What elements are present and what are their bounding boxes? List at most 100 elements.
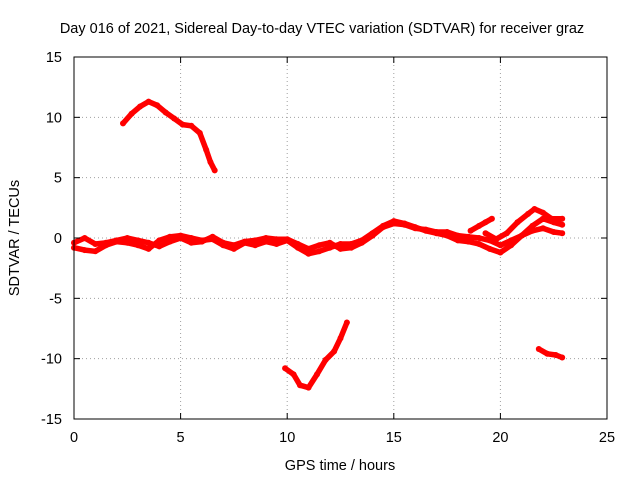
data-point [390, 218, 397, 225]
data-point [559, 221, 566, 228]
x-axis-label: GPS time / hours [285, 458, 395, 474]
data-point [540, 215, 546, 222]
data-point [454, 237, 461, 244]
data-point [177, 232, 184, 239]
data-point [552, 352, 559, 358]
y-tick-label: 15 [46, 50, 62, 66]
data-point [559, 215, 566, 222]
data-point [81, 247, 88, 254]
data-point [488, 215, 495, 222]
data-point [531, 206, 538, 212]
data-point [113, 238, 120, 245]
data-point [203, 146, 210, 153]
data-point [482, 219, 489, 226]
data-point [262, 238, 269, 245]
data-point [337, 241, 344, 247]
data-point [290, 371, 297, 378]
data-point [284, 237, 291, 244]
data-point [156, 237, 163, 244]
data-point [525, 210, 532, 217]
data-point [467, 227, 474, 234]
data-point [503, 230, 510, 237]
data-point [358, 237, 365, 244]
data-point [81, 235, 88, 241]
data-point [294, 244, 301, 251]
data-point [326, 244, 333, 251]
data-point [162, 109, 169, 116]
data-point [314, 371, 320, 378]
data-point [482, 230, 489, 237]
data-point [230, 245, 237, 252]
data-point [508, 242, 515, 249]
data-point [535, 346, 542, 352]
x-tick-label: 25 [599, 430, 615, 446]
data-point [514, 219, 521, 226]
data-point [476, 222, 483, 229]
y-tick-label: 5 [54, 171, 62, 187]
series-track-late-spike [467, 215, 495, 234]
data-point [380, 222, 387, 229]
data-point [120, 120, 126, 127]
y-tick-label: -15 [41, 412, 62, 428]
chart-title: Day 016 of 2021, Sidereal Day-to-day VTE… [60, 21, 584, 37]
data-marks [71, 98, 566, 391]
data-point [497, 249, 504, 256]
data-point [316, 248, 323, 255]
data-point [548, 215, 555, 222]
data-point [135, 237, 141, 244]
ticks: 0 5 10 15 20 25 -15 -10 -5 0 5 10 15 [41, 50, 615, 446]
x-tick-label: 5 [177, 430, 185, 446]
y-tick-label: 0 [54, 231, 62, 247]
x-tick-label: 15 [386, 430, 402, 446]
data-point [207, 159, 214, 165]
data-point [444, 232, 451, 239]
y-tick-label: -10 [41, 352, 62, 368]
data-point [145, 98, 152, 105]
y-axis-label: SDTVAR / TECUs [7, 180, 23, 296]
data-point [103, 242, 109, 249]
x-tick-label: 20 [492, 430, 508, 446]
data-point [137, 103, 144, 110]
y-tick-label: 10 [46, 110, 62, 126]
data-point [518, 232, 525, 239]
data-point [337, 335, 344, 342]
data-point [305, 250, 312, 257]
data-point [476, 235, 483, 241]
data-point [211, 167, 218, 174]
data-point [544, 350, 551, 357]
data-point [486, 245, 493, 252]
data-point [273, 241, 280, 247]
data-point [92, 248, 99, 255]
data-point [401, 220, 408, 227]
data-point [316, 242, 323, 249]
data-point [188, 239, 195, 246]
data-point [282, 365, 289, 372]
data-point [145, 245, 152, 252]
data-point [196, 130, 203, 136]
data-point [220, 242, 227, 249]
data-point [550, 229, 557, 235]
data-point [412, 224, 419, 231]
x-tick-label: 10 [279, 430, 295, 446]
data-point [154, 102, 161, 109]
data-point [198, 237, 205, 244]
data-point [92, 241, 99, 247]
data-point [166, 233, 173, 240]
data-point [493, 236, 500, 243]
x-tick-label: 0 [70, 430, 78, 446]
data-point [497, 242, 504, 249]
data-point [559, 354, 566, 361]
data-point [297, 382, 303, 389]
data-point [369, 230, 376, 237]
data-point [241, 239, 248, 246]
data-point [422, 227, 429, 234]
data-point [305, 384, 312, 391]
data-point [540, 225, 546, 232]
series-track-late-low [536, 346, 565, 361]
data-point [179, 121, 186, 128]
data-point [559, 230, 566, 237]
data-point [252, 242, 259, 249]
data-point [124, 239, 131, 246]
data-point [209, 236, 216, 243]
